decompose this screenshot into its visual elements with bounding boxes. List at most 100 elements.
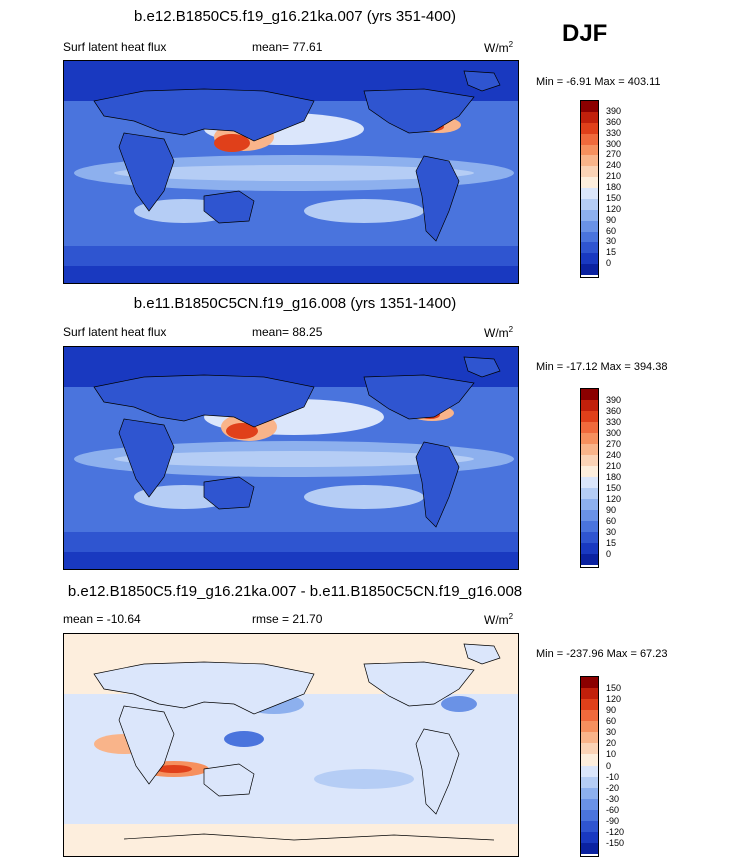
colorbar-tick-label: 390 bbox=[606, 395, 622, 405]
colorbar-tick-label: 270 bbox=[606, 439, 622, 449]
colorbar-tick-label: 360 bbox=[606, 116, 622, 127]
colorbar-segment bbox=[581, 400, 598, 411]
colorbar-segment bbox=[581, 699, 598, 711]
colorbar-segment bbox=[581, 842, 598, 854]
colorbar-segment bbox=[581, 532, 598, 543]
colorbar-tick-label: 60 bbox=[606, 516, 617, 526]
colorbar-tick-label: -10 bbox=[606, 771, 620, 782]
panel-2-minmax: Min = -17.12 Max = 394.38 bbox=[536, 361, 668, 373]
colorbar-segment bbox=[581, 101, 598, 112]
panel-3-minmax: Min = -237.96 Max = 67.23 bbox=[536, 648, 668, 660]
colorbar-segment bbox=[581, 743, 598, 755]
colorbar-tick-label: 120 bbox=[606, 694, 622, 705]
colorbar-tick-label: 15 bbox=[606, 247, 617, 258]
panel-1-map-svg bbox=[64, 61, 518, 283]
colorbar-tick-label: 60 bbox=[606, 225, 617, 236]
colorbar-tick-label: 15 bbox=[606, 538, 617, 548]
panel-1-units-label: W/m2 bbox=[484, 40, 514, 55]
colorbar-segment bbox=[581, 798, 598, 810]
colorbar-segment bbox=[581, 754, 598, 766]
panel-3-title: b.e12.B1850C5.f19_g16.21ka.007 - b.e11.B… bbox=[67, 583, 523, 600]
panel-2-map-svg bbox=[64, 347, 518, 569]
colorbar-tick-label: -20 bbox=[606, 782, 620, 793]
colorbar-segment bbox=[581, 721, 598, 733]
colorbar-tick-label: 30 bbox=[606, 727, 617, 738]
colorbar-segment bbox=[581, 820, 598, 832]
colorbar-segment bbox=[581, 231, 598, 243]
panel-3-rmse-label: rmse = 21.70 bbox=[252, 612, 323, 626]
colorbar-segment bbox=[581, 155, 598, 167]
colorbar-segment bbox=[581, 411, 598, 422]
colorbar-segment bbox=[581, 198, 598, 210]
colorbar-tick-label: -90 bbox=[606, 815, 620, 826]
colorbar-segment bbox=[581, 444, 598, 455]
panel-2-field-label: Surf latent heat flux bbox=[63, 325, 167, 339]
colorbar-tick-label: 360 bbox=[606, 406, 622, 416]
colorbar-segment bbox=[581, 732, 598, 744]
colorbar-segment bbox=[581, 543, 598, 554]
colorbar-tick-label: 390 bbox=[606, 105, 622, 116]
panel-2-mean-label: mean= 88.25 bbox=[252, 325, 323, 339]
colorbar-tick-label: 240 bbox=[606, 450, 622, 460]
colorbar-tick-label: 60 bbox=[606, 716, 617, 727]
colorbar-segment bbox=[581, 188, 598, 199]
colorbar-tick-label: 90 bbox=[606, 505, 617, 515]
colorbar-segment bbox=[581, 177, 598, 188]
colorbar-tick-label: 150 bbox=[606, 683, 622, 694]
colorbar-tick-label: -120 bbox=[606, 826, 625, 837]
colorbar-segment bbox=[581, 433, 598, 444]
colorbar-segment bbox=[581, 809, 598, 821]
colorbar-tick-label: 10 bbox=[606, 749, 617, 760]
colorbar-segment bbox=[581, 264, 598, 275]
colorbar-segment bbox=[581, 389, 598, 400]
colorbar-tick-label: 0 bbox=[606, 760, 612, 771]
colorbar-tick-label: 90 bbox=[606, 214, 617, 225]
colorbar-tick-label: 20 bbox=[606, 738, 617, 749]
colorbar-tick-label: 150 bbox=[606, 192, 622, 203]
colorbar-segment bbox=[581, 488, 598, 499]
panel-3-map bbox=[63, 633, 519, 857]
colorbar-segment bbox=[581, 677, 598, 689]
panel-1-mean-label: mean= 77.61 bbox=[252, 40, 323, 54]
panel-2-colorbar bbox=[580, 388, 599, 568]
colorbar-tick-label: 330 bbox=[606, 417, 622, 427]
colorbar-segment bbox=[581, 499, 598, 510]
colorbar-tick-label: 240 bbox=[606, 160, 622, 171]
colorbar-segment bbox=[581, 111, 598, 123]
colorbar-segment bbox=[581, 166, 598, 178]
panel-2-title: b.e11.B1850C5CN.f19_g16.008 (yrs 1351-14… bbox=[133, 295, 457, 312]
colorbar-tick-label: 120 bbox=[606, 203, 622, 214]
panel-1-field-label: Surf latent heat flux bbox=[63, 40, 167, 54]
colorbar-tick-label: 150 bbox=[606, 483, 622, 493]
colorbar-tick-label: -60 bbox=[606, 804, 620, 815]
colorbar-segment bbox=[581, 477, 598, 488]
panel-3-units-label: W/m2 bbox=[484, 612, 514, 627]
colorbar-tick-label: 120 bbox=[606, 494, 622, 504]
colorbar-segment bbox=[581, 122, 598, 134]
colorbar-tick-label: 30 bbox=[606, 527, 617, 537]
colorbar-tick-label: 30 bbox=[606, 236, 617, 247]
panel-1-title: b.e12.B1850C5.f19_g16.21ka.007 (yrs 351-… bbox=[134, 8, 456, 25]
colorbar-tick-label: 270 bbox=[606, 149, 622, 160]
panel-1-minmax: Min = -6.91 Max = 403.11 bbox=[536, 76, 661, 88]
panel-3-colorbar bbox=[580, 676, 599, 857]
colorbar-tick-label: 90 bbox=[606, 705, 617, 716]
colorbar-tick-label: -150 bbox=[606, 837, 625, 848]
colorbar-segment bbox=[581, 510, 598, 521]
panel-3-mean-label: mean = -10.64 bbox=[63, 612, 141, 626]
colorbar-segment bbox=[581, 831, 598, 843]
colorbar-tick-label: 180 bbox=[606, 182, 622, 192]
panel-3-map-svg bbox=[64, 634, 518, 856]
colorbar-tick-label: 0 bbox=[606, 549, 612, 559]
colorbar-segment bbox=[581, 242, 598, 254]
colorbar-tick-label: 300 bbox=[606, 138, 622, 149]
colorbar-segment bbox=[581, 209, 598, 221]
colorbar-segment bbox=[581, 688, 598, 700]
colorbar-tick-label: 210 bbox=[606, 171, 622, 182]
panel-2-units-label: W/m2 bbox=[484, 325, 514, 340]
colorbar-segment bbox=[581, 787, 598, 799]
colorbar-segment bbox=[581, 144, 598, 156]
colorbar-segment bbox=[581, 776, 598, 788]
colorbar-tick-label: 210 bbox=[606, 461, 622, 471]
panel-1-colorbar bbox=[580, 100, 599, 278]
